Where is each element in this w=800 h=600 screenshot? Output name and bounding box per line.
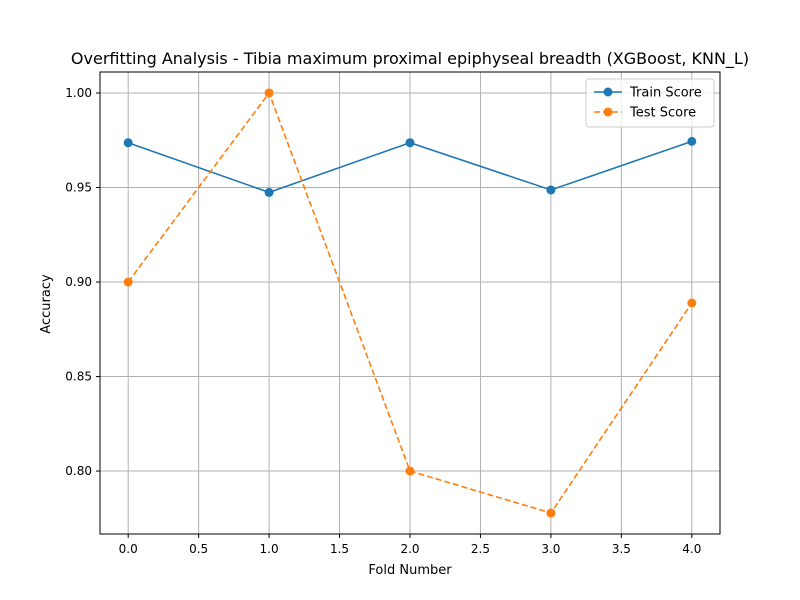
y-tick-label: 0.80 [65,464,92,478]
ticks: 0.0 0.5 1.0 1.5 2.0 2.5 3.0 3.5 4.0 0.80 0.85 0.90 0… [65,86,701,556]
y-tick-label: 1.00 [65,86,92,100]
legend-label-test-score: Test Score [629,106,696,121]
y-tick-label: 0.95 [65,181,92,195]
train-score-point [405,138,415,148]
legend-marker-test-score [603,107,613,117]
train-score-point [123,138,133,148]
x-axis-label: Fold Number [368,563,452,578]
y-tick-label: 0.90 [65,275,92,289]
test-score-point [264,88,274,98]
test-score-point [546,508,556,518]
test-score-point [123,277,133,287]
x-tick-label: 3.0 [541,542,560,556]
x-tick-label: 1.5 [330,542,349,556]
legend: Train Score Test Score [585,78,715,128]
x-tick-label: 0.5 [189,542,208,556]
series-layer [123,88,697,518]
test-score-point [687,298,697,308]
y-axis-label: Accuracy [39,274,54,334]
x-tick-label: 0.0 [119,542,138,556]
legend-box [585,78,715,128]
x-tick-label: 3.5 [612,542,631,556]
train-score-point [687,136,697,146]
x-tick-label: 2.0 [400,542,419,556]
y-tick-label: 0.85 [65,370,92,384]
x-tick-label: 2.5 [471,542,490,556]
train-score-point [264,187,274,197]
legend-marker-train-score [603,87,613,97]
chart-title: Overfitting Analysis - Tibia maximum pro… [71,49,749,69]
x-tick-label: 4.0 [682,542,701,556]
plot-frame [99,71,721,535]
train-score-point [546,185,556,195]
x-tick-label: 1.0 [260,542,279,556]
legend-label-train-score: Train Score [629,86,702,101]
test-score-point [405,466,415,476]
